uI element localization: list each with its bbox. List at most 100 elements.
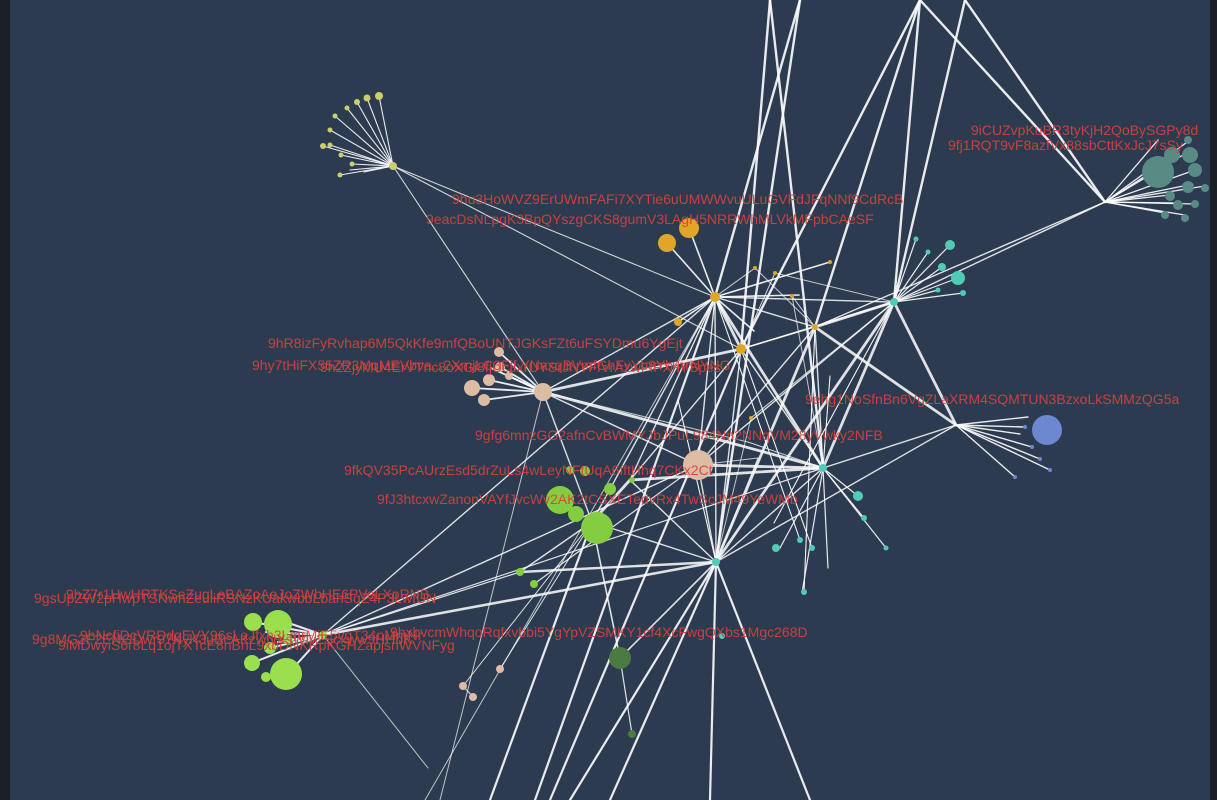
graph-node[interactable] [853,491,863,501]
graph-node[interactable] [628,730,636,738]
graph-node[interactable] [1013,475,1017,479]
graph-node[interactable] [809,545,815,551]
node-label[interactable]: 9iMDwyiS6r8Lq1ojTXTcE8nBnL9xbDNKRpKGHZap… [58,637,455,653]
graph-node[interactable] [1023,425,1027,429]
graph-node[interactable] [960,290,966,296]
graph-node[interactable] [819,464,827,472]
graph-node[interactable] [478,394,490,406]
graph-node[interactable] [945,240,955,250]
graph-node[interactable] [320,143,326,149]
graph-node[interactable] [884,546,889,551]
graph-node[interactable] [464,380,480,396]
graph-node[interactable] [914,237,919,242]
graph-node[interactable] [516,568,524,576]
graph-node[interactable] [244,655,260,671]
node-label[interactable]: 9ehg1NoSfnBn6VgZLaXRM4SQMTUN3BzxoLkSMMzQ… [805,391,1179,407]
graph-node[interactable] [534,383,552,401]
graph-node[interactable] [459,682,467,690]
graph-edge [323,635,428,768]
graph-edge [716,562,810,800]
graph-node[interactable] [812,324,818,330]
node-label[interactable]: 9hR8izFyRvhap6M5QkKfe9mfQBoUNTJGKsFZt6uF… [268,335,683,351]
graph-node[interactable] [749,416,753,420]
graph-node[interactable] [936,288,941,293]
graph-node[interactable] [712,558,720,566]
graph-node[interactable] [951,271,965,285]
graph-node[interactable] [270,658,302,690]
node-label[interactable]: 9iCUZvpKuBR3tyKjH2QoBySGPy8d [971,122,1198,138]
graph-edge [570,562,716,800]
graph-node[interactable] [1030,445,1034,449]
graph-edge [920,0,1105,202]
graph-node[interactable] [801,589,807,595]
graph-node[interactable] [496,665,504,673]
graph-node[interactable] [1182,181,1194,193]
graph-edge [823,302,894,468]
graph-node[interactable] [609,647,631,669]
graph-edge [710,562,716,800]
node-label[interactable]: 9fkQV35PcAUrzEsd5drZuLs4wLeyNFtUqA6fftHh… [344,462,713,478]
graph-node[interactable] [773,271,777,275]
graph-node[interactable] [753,266,757,270]
graph-node[interactable] [261,672,271,682]
graph-node[interactable] [1032,415,1062,445]
graph-edge [894,245,950,302]
graph-node[interactable] [338,173,343,178]
graph-node[interactable] [674,318,682,326]
graph-node[interactable] [938,263,946,271]
graph-node[interactable] [710,292,720,302]
graph-node[interactable] [530,580,538,588]
graph-edge [804,327,815,592]
graph-node[interactable] [1161,211,1169,219]
graph-node[interactable] [1188,163,1202,177]
node-label[interactable]: 9hu3HoWVZ9ErUWmFAFi7XYTie6uUMWWvuULuGVFd… [452,191,903,207]
graph-node[interactable] [568,506,584,522]
graph-node[interactable] [658,234,676,252]
graph-node[interactable] [354,99,360,105]
graph-node[interactable] [790,294,794,298]
graph-node[interactable] [1191,200,1199,208]
graph-node[interactable] [469,693,477,701]
node-label[interactable]: 9h2ZjyMU4ErVTnc8oXGi8fjUc3xrUYSrJNYFfVrA… [320,359,721,375]
graph-node[interactable] [861,515,867,521]
graph-node[interactable] [339,153,344,158]
graph-node[interactable] [926,250,931,255]
graph-edge [823,468,828,568]
graph-edge [815,0,920,327]
node-label[interactable]: 9fJ3htcxwZanonVAYfJvcWv2AK2tCSXETedvRx4T… [377,491,798,507]
graph-node[interactable] [1165,191,1175,201]
graph-edge [715,295,799,297]
graph-node[interactable] [797,537,803,543]
node-label[interactable]: 9eacDsNLpgK3BpQYszgCKS8gumV3LAgH5NRRWhML… [426,211,874,227]
graph-node[interactable] [1038,457,1042,461]
graph-node[interactable] [333,114,338,119]
graph-node[interactable] [890,298,898,306]
network-graph[interactable]: 9iCUZvpKuBR3tyKjH2QoBySGPy8d 9fj1RQT9vF8… [10,0,1210,800]
graph-node[interactable] [328,128,333,133]
graph-node[interactable] [328,143,333,148]
graph-node[interactable] [772,544,780,552]
graph-edge [956,425,1040,459]
graph-node[interactable] [364,95,371,102]
graph-node[interactable] [581,512,613,544]
graph-node[interactable] [1201,184,1209,192]
graph-canvas[interactable]: 9iCUZvpKuBR3tyKjH2QoBySGPy8d 9fj1RQT9vF8… [10,0,1210,800]
node-label[interactable]: 9gfg6mnzGG2afnCvBWMYJbJPuL984Nn2NNqVM28y… [475,427,883,443]
graph-node[interactable] [483,374,495,386]
graph-edge [716,327,815,562]
graph-edge [620,658,632,734]
graph-edge [393,166,715,297]
node-label[interactable]: 9hZ7r1HwHRTKSeZugLeBAZoAeJoZWbHE6PVeLXpR… [66,586,429,602]
graph-node[interactable] [828,260,832,264]
graph-edge [357,102,393,166]
graph-node[interactable] [736,344,746,354]
graph-node[interactable] [389,162,397,170]
graph-node[interactable] [1182,147,1198,163]
graph-node[interactable] [350,162,355,167]
node-label[interactable]: 9fj1RQT9vF8azfVx88sbCttKxJcJ7sSy [948,137,1183,153]
graph-node[interactable] [1181,214,1189,222]
graph-node[interactable] [1048,468,1052,472]
graph-node[interactable] [375,92,383,100]
graph-node[interactable] [345,106,350,111]
graph-node[interactable] [1173,200,1183,210]
